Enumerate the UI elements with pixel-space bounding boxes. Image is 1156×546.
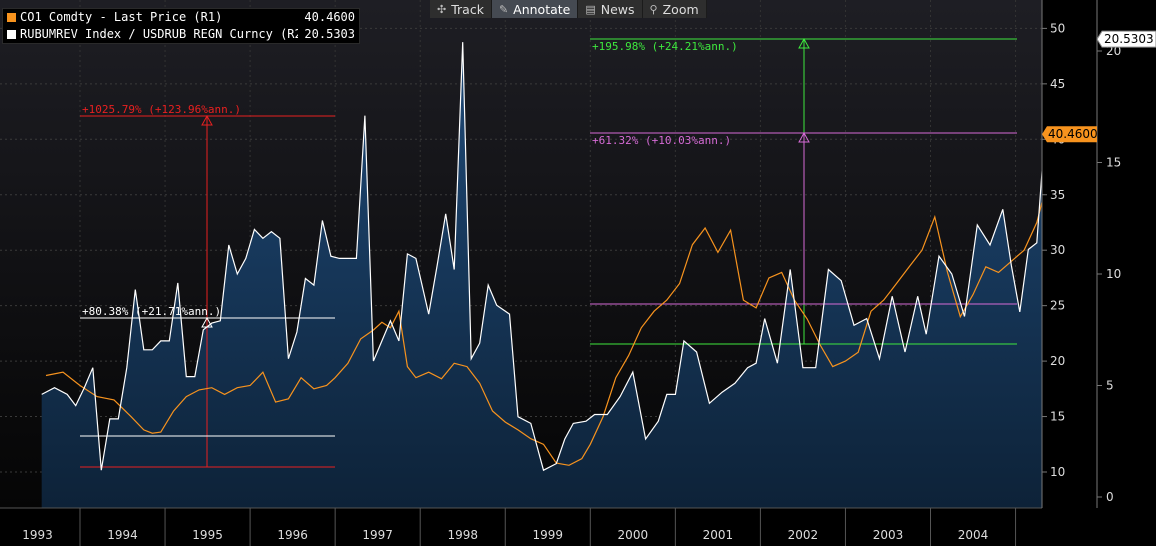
- y-tick-label-r1: 25: [1050, 299, 1065, 313]
- track-button[interactable]: ✣ Track: [430, 0, 492, 18]
- y-tick-label-r2: 5: [1106, 379, 1114, 393]
- tag-text: 40.4600: [1048, 127, 1098, 141]
- last-value-tag-rubumrev: 20.5303: [1096, 30, 1156, 48]
- chart-legend: CO1 Comdty - Last Price (R1) 40.4600 RUB…: [2, 8, 360, 44]
- x-axis-band: [0, 508, 1042, 546]
- y-tick-label-r1: 45: [1050, 77, 1065, 91]
- legend-name-rubumrev: RUBUMREV Index / USDRUB REGN Curncy (R2): [20, 27, 299, 41]
- annotation-arrow: [798, 37, 810, 49]
- annotations[interactable]: +1025.79% (+123.96%ann.) +80.38% (+21.71%…: [80, 37, 1017, 468]
- annotate-label: Annotate: [513, 1, 571, 17]
- x-tick-label: 2004: [958, 528, 989, 542]
- zoom-button[interactable]: ⚲ Zoom: [643, 0, 707, 18]
- news-label: News: [600, 1, 635, 17]
- legend-name-co1: CO1 Comdty - Last Price (R1): [20, 10, 223, 24]
- y-tick-label-r1: 20: [1050, 354, 1065, 368]
- y-tick-label-r2: 10: [1106, 267, 1121, 281]
- news-button[interactable]: ▤ News: [578, 0, 643, 18]
- x-tick-label: 2002: [788, 528, 819, 542]
- track-label: Track: [451, 1, 484, 17]
- y-tick-label-r2: 15: [1106, 156, 1121, 170]
- annotation-label: +1025.79% (+123.96%ann.): [82, 103, 241, 116]
- zoom-label: Zoom: [662, 1, 699, 17]
- legend-swatch-co1: [7, 13, 16, 22]
- series-line-co1: [45, 39, 1093, 466]
- x-tick-label: 1994: [107, 528, 138, 542]
- tag-text: 20.5303: [1104, 32, 1154, 46]
- y-tick-label-r1: 15: [1050, 410, 1065, 424]
- crosshair-icon: ✣: [437, 2, 447, 16]
- y-tick-label-r2: 0: [1106, 490, 1114, 504]
- legend-row-co1[interactable]: CO1 Comdty - Last Price (R1) 40.4600: [3, 9, 359, 26]
- x-tick-label: 1993: [22, 528, 53, 542]
- annotation-label: +80.38% (+21.71%ann.): [82, 305, 221, 318]
- chart-toolbar: ✣ Track ✎ Annotate ▤ News ⚲ Zoom: [430, 0, 707, 18]
- x-tick-label: 1995: [192, 528, 223, 542]
- y-axis-band: [1042, 0, 1156, 546]
- legend-value-co1: 40.4600: [304, 10, 355, 24]
- series-area-rubumrev: [41, 39, 1097, 508]
- x-tick-label: 1996: [277, 528, 308, 542]
- y-tick-label-r1: 10: [1050, 465, 1065, 479]
- x-tick-label: 2000: [618, 528, 649, 542]
- y-tick-label-r1: 50: [1050, 21, 1065, 35]
- pencil-icon: ✎: [498, 2, 509, 16]
- x-tick-label: 1999: [533, 528, 564, 542]
- tag-shape: [1042, 126, 1097, 143]
- x-tick-label: 1997: [362, 528, 393, 542]
- annotation-label: +195.98% (+24.21%ann.): [592, 40, 738, 53]
- legend-swatch-rubumrev: [7, 30, 16, 39]
- annotate-button[interactable]: ✎ Annotate: [491, 0, 579, 18]
- tag-shape: [1096, 30, 1156, 48]
- annotation-label: +61.32% (+10.03%ann.): [592, 134, 731, 147]
- legend-row-rubumrev[interactable]: RUBUMREV Index / USDRUB REGN Curncy (R2)…: [3, 26, 359, 43]
- series-line-rubumrev: [41, 39, 1097, 472]
- newspaper-icon: ▤: [585, 2, 596, 16]
- y-tick-label-r1: 35: [1050, 188, 1065, 202]
- x-tick-label: 1998: [447, 528, 478, 542]
- legend-value-rubumrev: 20.5303: [304, 27, 355, 41]
- x-tick-label: 2003: [873, 528, 904, 542]
- y-tick-label-r1: 30: [1050, 243, 1065, 257]
- last-value-tag-co1: 40.4600: [1042, 126, 1098, 143]
- x-tick-label: 2001: [703, 528, 734, 542]
- annotation-arrow: [201, 114, 213, 126]
- magnifier-icon: ⚲: [649, 2, 658, 16]
- annotation-arrow: [798, 131, 810, 143]
